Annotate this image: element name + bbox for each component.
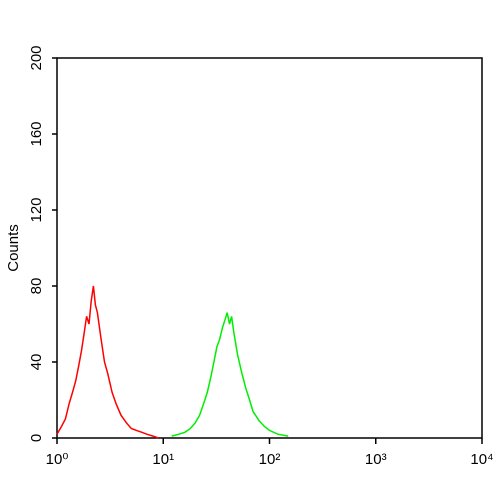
y-tick-label: 40 — [28, 354, 45, 371]
y-tick-label: 0 — [28, 434, 45, 442]
histogram-line — [171, 312, 289, 437]
x-tick-label: 10¹ — [152, 451, 174, 468]
y-tick-label: 80 — [28, 278, 45, 295]
y-axis-label: Counts — [5, 224, 22, 272]
histogram-line — [56, 285, 159, 439]
y-tick-label: 160 — [28, 121, 45, 146]
y-tick-label: 120 — [28, 197, 45, 222]
x-tick-label: 10² — [259, 451, 281, 468]
plot-frame — [56, 57, 483, 439]
y-tick-label: 200 — [28, 45, 45, 70]
x-tick-label: 10⁴ — [470, 451, 493, 468]
x-tick-label: 10⁰ — [46, 451, 69, 468]
x-tick-label: 10³ — [365, 451, 387, 468]
